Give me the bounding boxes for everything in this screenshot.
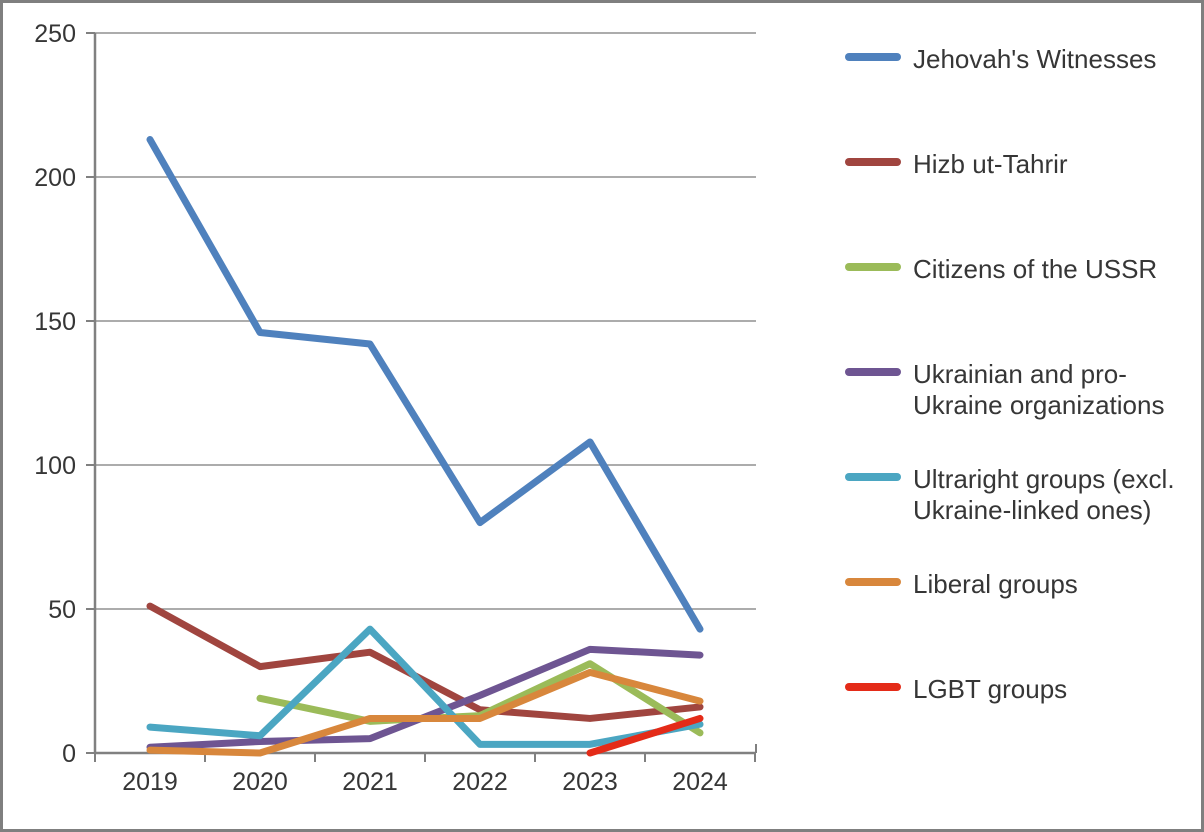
plot-area: 0 50 100 150 200 250 2019 2020 2021 2022 2023 2024 bbox=[34, 20, 757, 796]
x-tick-label-2020: 2020 bbox=[232, 768, 288, 796]
x-tick-label-2021: 2021 bbox=[342, 768, 398, 796]
y-tick-label-250: 250 bbox=[34, 20, 76, 48]
series-line-lgbt-groups bbox=[586, 714, 704, 757]
x-tick-label-2019: 2019 bbox=[122, 768, 178, 796]
y-tick-label-200: 200 bbox=[34, 164, 76, 192]
y-tick-label-100: 100 bbox=[34, 452, 76, 480]
x-tick-label-2022: 2022 bbox=[452, 768, 508, 796]
x-tick-label-2024: 2024 bbox=[672, 768, 728, 796]
y-tick-label-150: 150 bbox=[34, 308, 76, 336]
series-line-ultraright-groups-excl-ukraine-linked-ones bbox=[146, 625, 704, 748]
series-line-hizb-ut-tahrir bbox=[146, 602, 704, 722]
y-tick-label-0: 0 bbox=[62, 740, 76, 768]
series-line-liberal-groups bbox=[146, 668, 704, 757]
series-line-jehovah-s-witnesses bbox=[146, 136, 704, 633]
x-tick-label-2023: 2023 bbox=[562, 768, 618, 796]
y-tick-label-50: 50 bbox=[48, 596, 76, 624]
